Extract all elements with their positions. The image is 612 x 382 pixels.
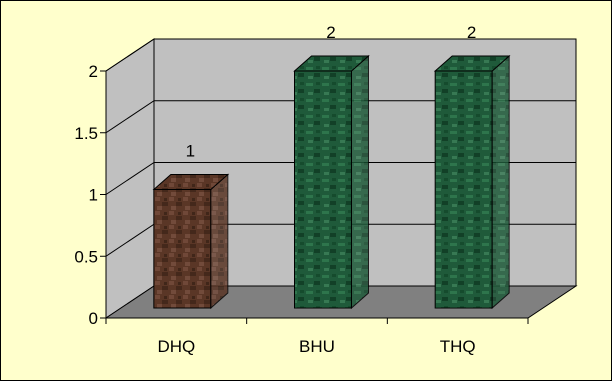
x-tick-label: THQ <box>440 337 476 356</box>
bar-top <box>293 55 370 72</box>
bar-side <box>351 54 369 310</box>
bar-top <box>152 174 230 190</box>
bar-front <box>434 70 493 309</box>
bar-top <box>433 55 511 72</box>
bar-side <box>491 54 510 310</box>
bar-front <box>294 70 352 309</box>
data-label: 1 <box>186 142 195 161</box>
bar-bhu <box>293 54 370 310</box>
y-tick-label: 0.5 <box>74 247 98 266</box>
bars <box>152 54 511 310</box>
y-tick-label: 0 <box>89 309 98 328</box>
data-label: 2 <box>467 23 476 42</box>
x-tick-label: BHU <box>299 337 335 356</box>
y-tick-label: 1 <box>89 186 98 205</box>
data-label: 2 <box>326 23 335 42</box>
labels: 0 0.5 1 1.5 2 1 DHQ 2 BHU 2 THQ <box>74 23 476 356</box>
y-tick-label: 1.5 <box>74 124 98 143</box>
bar-thq <box>433 54 511 310</box>
x-tick-label: DHQ <box>157 337 195 356</box>
gridline <box>105 38 576 72</box>
bar-dhq <box>152 173 230 310</box>
y-tick-label: 2 <box>89 62 98 81</box>
bar-front <box>153 189 212 309</box>
bar-side <box>210 173 229 310</box>
